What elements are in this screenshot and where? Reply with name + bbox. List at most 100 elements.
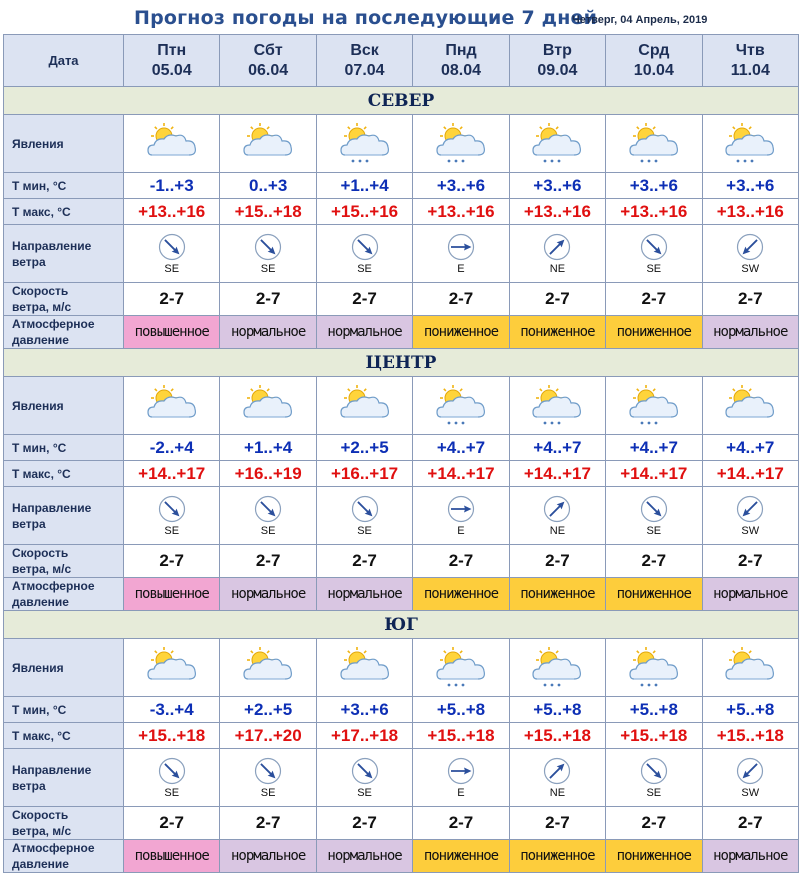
tmax-row: Т макс, °С +14..+17 +16..+19 +16..+17 +14..+… [3,460,800,487]
wind-direction-value: NE [549,262,566,275]
partly-cloudy-icon [124,383,219,429]
wind-direction-label: Направление ветра [3,748,124,807]
tmin-cell: 0..+3 [219,172,317,199]
day-header: Сбт 06.04 [219,34,317,87]
pressure-value: нормальное [327,324,402,340]
wind-arrow-icon [254,233,282,261]
wind-speed-cell: 2-7 [508,544,607,578]
tmin-cell: -1..+3 [122,172,221,199]
pressure-cell: нормальное [701,577,800,611]
tmax-cell: +14..+17 [701,460,800,487]
tmax-value: +14..+17 [138,463,206,483]
phenomena-label: Явления [3,638,124,697]
tmin-label-text: Т мин, °С [12,178,67,193]
tmax-label: Т макс, °С [3,722,124,749]
tmin-value: +5..+8 [629,699,678,719]
wind-direction-cell: E [412,224,510,283]
pressure-value: пониженное [520,586,595,602]
wind-arrow-icon [351,495,379,523]
wind-arrow-icon [447,757,475,785]
tmax-value: +14..+17 [716,463,784,483]
tmin-row: Т мин, °С -3..+4 +2..+5 +3..+6 +5..+8 +5..+8 +… [3,696,800,723]
day-header: Пнд 08.04 [412,34,510,87]
day-date: 05.04 [151,61,192,79]
pressure-value: повышенное [134,324,210,340]
tmax-cell: +16..+17 [315,460,414,487]
wind-direction-cell: SE [315,224,414,283]
tmin-cell: +3..+6 [508,172,607,199]
pressure-cell: нормальное [701,315,800,349]
wind-speed-value: 2-7 [255,551,281,570]
day-name: Птн [157,41,187,59]
phenomena-row: Явления [3,114,800,173]
tmax-value: +15..+18 [427,725,495,745]
wind-direction-cell: SE [122,748,221,807]
wind-speed-label-text: Скорость [12,808,69,822]
day-date: 08.04 [440,61,481,79]
phenomena-label-text: Явления [12,398,64,413]
wind-direction-label-text-2: ветра [12,516,46,531]
wind-direction-value: SE [260,262,276,275]
pressure-value: нормальное [713,848,788,864]
wind-direction-label-text: Направление [12,500,92,515]
phenomena-cell [122,114,221,173]
tmin-cell: +1..+4 [315,172,414,199]
wind-direction-value: SE [646,262,662,275]
pressure-value: нормальное [713,586,788,602]
phenomena-label: Явления [3,114,124,173]
wind-direction-cell: SE [315,486,414,545]
region-title: ЦЕНТР [3,348,799,377]
pressure-cell: нормальное [315,577,414,611]
pressure-cell: повышенное [122,577,221,611]
tmin-value: -1..+3 [149,175,194,195]
tmin-value: +3..+6 [340,699,389,719]
wind-speed-cell: 2-7 [219,282,317,316]
tmax-value: +17..+20 [234,725,302,745]
pressure-cell: повышенное [122,315,221,349]
tmin-cell: +4..+7 [412,434,510,461]
partly-cloudy-snow-icon [606,383,701,429]
wind-speed-value: 2-7 [159,289,184,308]
wind-arrow-icon [640,233,668,261]
tmin-value: +3..+6 [436,175,486,195]
wind-speed-label-text-2: ветра, м/с [12,300,72,314]
phenomena-label-text: Явления [12,660,64,675]
day-name: Пнд [445,41,477,59]
forecast-table: Дата Птн 05.04 Сбт 06.04 Вск 07.04 Пнд 08.04 Втр 0… [3,34,800,873]
pressure-value: пониженное [423,586,499,602]
wind-speed-cell: 2-7 [219,544,317,578]
partly-cloudy-snow-icon [606,645,701,691]
pressure-cell: пониженное [605,577,703,611]
day-date: 11.04 [730,61,770,79]
wind-direction-value: SE [357,786,372,799]
tmin-row: Т мин, °С -2..+4 +1..+4 +2..+5 +4..+7 +4..+7 +… [3,434,800,461]
wind-speed-label-text-2: ветра, м/с [12,562,72,576]
tmin-label-text: Т мин, °С [12,702,67,717]
wind-direction-value: SE [164,524,180,537]
day-date: 06.04 [248,61,289,79]
wind-speed-value: 2-7 [255,289,281,308]
wind-direction-value: SE [164,262,180,275]
pressure-value: нормальное [230,586,306,602]
wind-direction-cell: NE [508,224,607,283]
pressure-row: Атмосферное давление повышенное нормальное н… [3,839,800,873]
wind-speed-value: 2-7 [159,551,184,570]
wind-speed-label-text: Скорость [12,546,69,560]
wind-direction-label-text-2: ветра [12,254,46,269]
wind-direction-cell: SE [605,486,703,545]
wind-arrow-icon [158,233,186,261]
partly-cloudy-snow-icon [413,121,508,167]
wind-direction-cell: E [412,748,510,807]
tmin-cell: +3..+6 [315,696,414,723]
pressure-value: нормальное [327,848,402,864]
phenomena-cell [508,638,607,697]
wind-speed-value: 2-7 [641,289,667,308]
wind-arrow-icon [254,495,282,523]
wind-direction-row: Направление ветра SE SE SE E NE SE SW [3,748,800,807]
wind-speed-value: 2-7 [448,551,474,570]
tmin-cell: -3..+4 [122,696,221,723]
partly-cloudy-icon [703,383,798,429]
pressure-label-text: Атмосферное [12,579,95,593]
partly-cloudy-icon [220,383,315,429]
pressure-value: пониженное [616,586,692,602]
